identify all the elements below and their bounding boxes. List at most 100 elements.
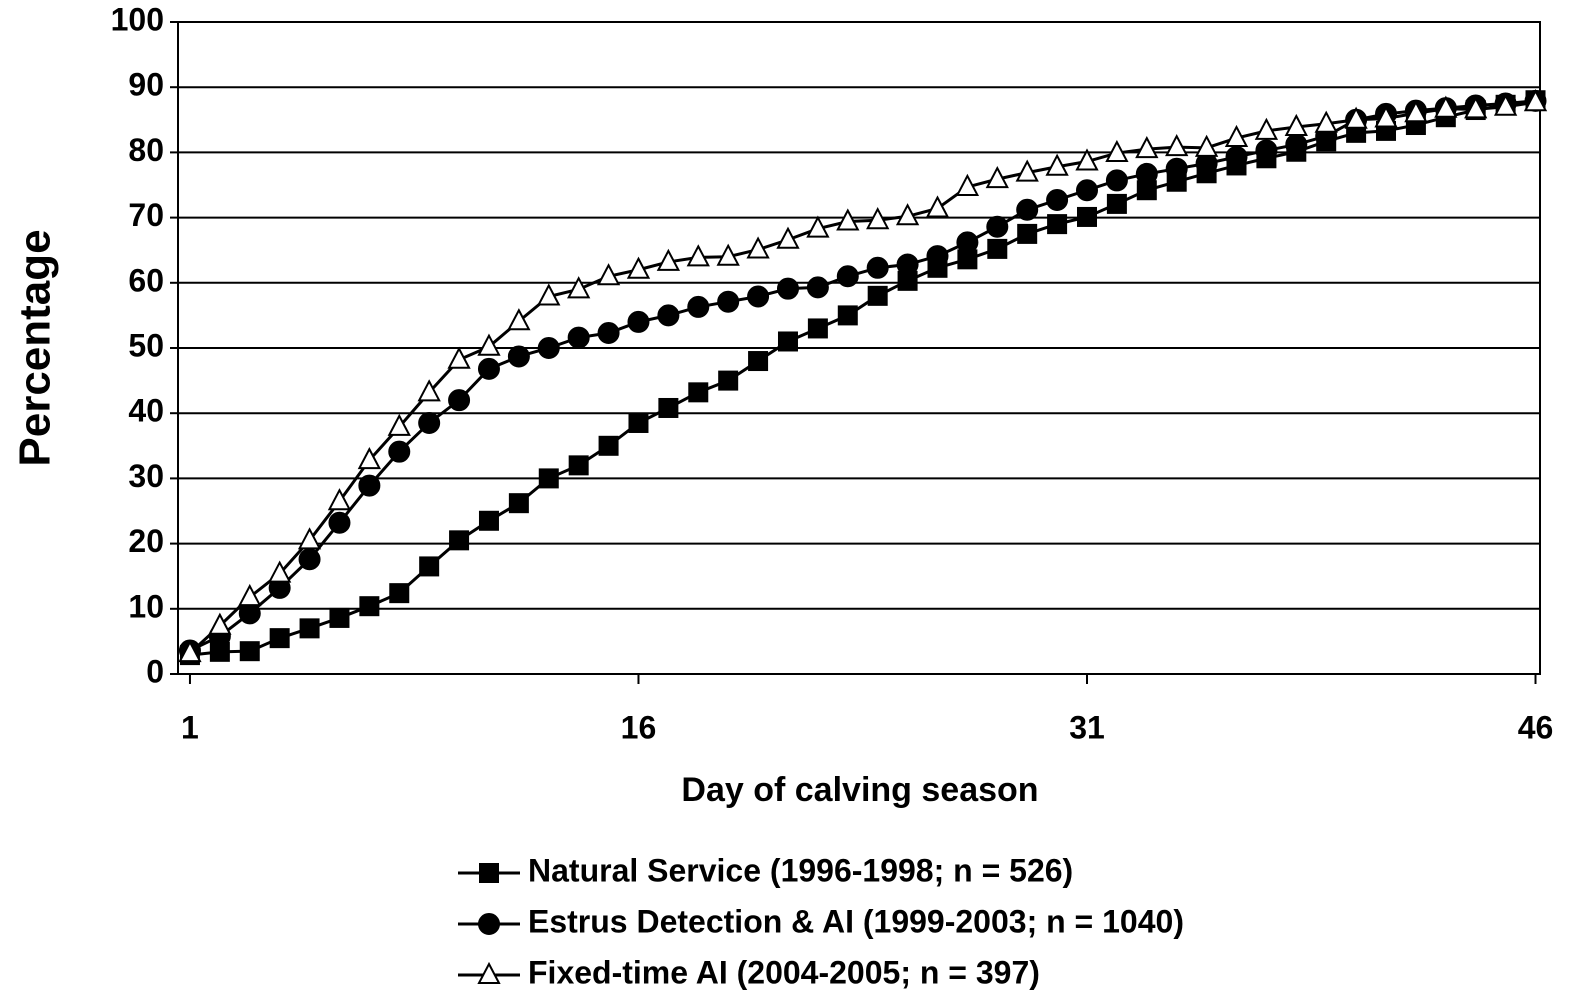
series-line [189,98,1536,657]
marker [1075,179,1098,202]
marker [1493,93,1518,116]
marker [537,337,560,359]
marker [538,468,559,489]
marker [297,527,322,550]
marker [358,474,381,497]
marker [717,290,740,313]
marker [627,310,650,333]
marker [1135,135,1159,159]
marker [357,446,382,470]
marker [567,276,591,299]
marker [1047,214,1068,235]
marker [449,530,470,551]
marker [657,304,680,327]
marker [836,265,859,288]
marker [1165,157,1188,180]
marker [836,208,860,231]
legend-marker [479,863,499,883]
marker [956,231,979,254]
marker [1105,169,1128,192]
marker [537,283,561,306]
x-tick-label: 1 [181,709,199,745]
marker [239,641,260,662]
marker [1135,162,1158,185]
marker [686,244,710,267]
marker [748,351,769,372]
marker [1106,193,1127,214]
marker [1255,139,1278,162]
marker [718,370,739,391]
marker [806,276,829,299]
marker [1464,96,1488,119]
marker [568,455,589,476]
marker [598,435,619,456]
marker [417,379,441,402]
y-tick-label: 60 [128,262,164,298]
marker [238,583,262,607]
y-tick-label: 80 [128,132,164,168]
marker [1194,134,1219,157]
marker [507,308,531,331]
marker [1075,148,1099,171]
marker [806,215,830,238]
marker [268,560,292,583]
y-tick-label: 30 [128,458,164,494]
marker [507,345,530,368]
marker [299,618,320,639]
marker [508,493,529,514]
marker [895,203,920,226]
marker [867,285,888,306]
marker [987,238,1008,259]
marker [1016,198,1039,221]
marker [1045,153,1069,176]
y-tick-label: 20 [128,523,164,559]
marker [626,256,651,279]
marker [1254,117,1279,140]
marker [688,382,709,403]
marker [1017,223,1038,244]
marker [178,639,202,663]
marker [1314,110,1338,133]
y-tick-label: 100 [111,1,164,37]
legend-marker [478,913,500,935]
marker [389,583,410,604]
marker [926,245,949,268]
marker [1404,100,1428,123]
legend-marker [477,961,501,984]
marker [866,256,889,279]
marker [418,411,441,434]
marker [925,195,950,218]
marker [238,602,261,625]
marker [747,285,770,308]
marker [478,510,499,531]
marker [477,357,500,380]
marker [807,318,828,339]
marker [1015,159,1039,182]
marker [1434,95,1458,118]
marker [628,412,649,433]
marker [448,389,471,412]
marker [656,248,681,271]
legend-label: Fixed-time AI (2004-2005; n = 397) [528,954,1040,990]
marker [447,346,471,369]
marker [716,243,740,266]
marker [1105,139,1129,163]
y-tick-label: 10 [128,588,164,624]
marker [1046,188,1069,211]
marker [596,263,621,286]
marker [985,165,1009,189]
marker [776,226,800,249]
marker [1165,134,1189,157]
marker [477,333,501,356]
marker [1224,124,1249,148]
marker [327,488,352,511]
marker [1374,105,1398,128]
x-tick-label: 31 [1069,709,1105,745]
marker [1284,113,1308,136]
x-axis-label: Day of calving season [681,771,1038,809]
legend-label: Estrus Detection & AI (1999-2003; n = 10… [528,903,1184,939]
marker [298,548,321,571]
y-tick-label: 70 [128,197,164,233]
marker [896,253,919,276]
